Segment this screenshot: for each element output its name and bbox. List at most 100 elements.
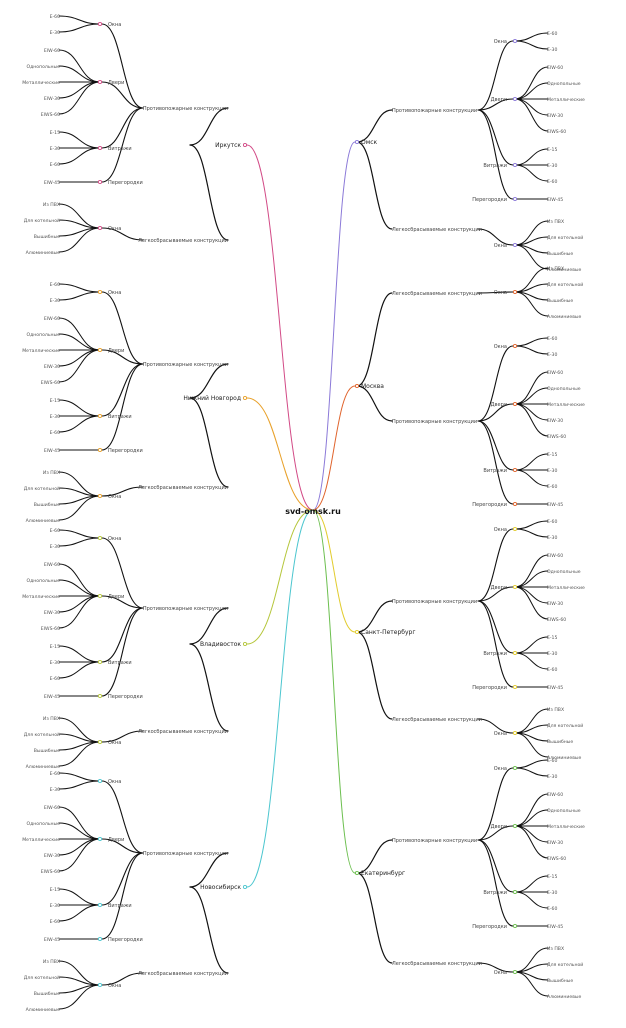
- leaf-e-30-москва[interactable]: E-30: [547, 468, 557, 474]
- leaf-металлические-нижний-новгород[interactable]: Металлические: [22, 348, 60, 354]
- fire-item-витражи-санкт-петербург[interactable]: Витражи: [483, 651, 507, 657]
- leaf-e-60-москва[interactable]: E-60: [547, 484, 557, 490]
- leaf-для-котельной-иркутск[interactable]: Для котельной: [24, 217, 60, 224]
- city-node-новосибирск[interactable]: Новосибирск: [200, 884, 241, 891]
- blast-group-владивосток[interactable]: Легкосбрасываемые конструкции: [138, 729, 228, 735]
- leaf-e-60-санкт-петербург[interactable]: E-60: [547, 667, 557, 673]
- blast-group-москва[interactable]: Легкосбрасываемые конструкции: [392, 291, 482, 297]
- leaf-e-15-новосибирск[interactable]: E-15: [50, 887, 60, 893]
- leaf-eiw-45-москва[interactable]: EIW-45: [547, 502, 563, 508]
- leaf-e-30-екатеринбург[interactable]: E-30: [547, 774, 557, 780]
- leaf-e-30-новосибирск[interactable]: E-30: [50, 787, 60, 793]
- leaf-вышибные-новосибирск[interactable]: Вышибные: [34, 991, 60, 997]
- leaf-e-15-омск[interactable]: E-15: [547, 147, 557, 153]
- fire-item-двери-иркутск[interactable]: Двери: [108, 80, 124, 86]
- blast-item-окна-новосибирск[interactable]: Окна: [108, 983, 121, 989]
- leaf-eiw-60-иркутск[interactable]: EIW-60: [44, 48, 60, 54]
- fire-item-двери-санкт-петербург[interactable]: Двери: [491, 585, 507, 591]
- leaf-из-пвх-екатеринбург[interactable]: Из ПВХ: [547, 946, 564, 952]
- fire-group-москва[interactable]: Противопожарные конструкции: [392, 419, 477, 425]
- leaf-для-котельной-омск[interactable]: Для котельной: [547, 234, 583, 241]
- fire-item-перегородки-екатеринбург[interactable]: Перегородки: [472, 924, 507, 930]
- leaf-e-60-москва[interactable]: E-60: [547, 336, 557, 342]
- fire-group-иркутск[interactable]: Противопожарные конструкции: [143, 106, 228, 112]
- blast-group-омск[interactable]: Легкосбрасываемые конструкции: [392, 227, 482, 233]
- leaf-алюминиевые-москва[interactable]: Алюминиевые: [547, 314, 582, 320]
- city-node-санкт-петербург[interactable]: Санкт-Петербург: [361, 629, 415, 636]
- fire-item-окна-нижний-новгород[interactable]: Окна: [108, 290, 121, 296]
- leaf-из-пвх-иркутск[interactable]: Из ПВХ: [43, 202, 60, 208]
- fire-item-двери-владивосток[interactable]: Двери: [108, 594, 124, 600]
- city-node-иркутск[interactable]: Иркутск: [215, 142, 241, 149]
- fire-group-омск[interactable]: Противопожарные конструкции: [392, 108, 477, 114]
- leaf-e-15-москва[interactable]: E-15: [547, 452, 557, 458]
- leaf-однопольные-нижний-новгород[interactable]: Однопольные: [26, 332, 60, 338]
- fire-item-перегородки-нижний-новгород[interactable]: Перегородки: [108, 448, 143, 454]
- blast-group-иркутск[interactable]: Легкосбрасываемые конструкции: [138, 238, 228, 244]
- blast-item-окна-нижний-новгород[interactable]: Окна: [108, 494, 121, 500]
- leaf-e-30-иркутск[interactable]: E-30: [50, 146, 60, 152]
- leaf-однопольные-омск[interactable]: Однопольные: [547, 81, 581, 87]
- leaf-e-15-нижний-новгород[interactable]: E-15: [50, 398, 60, 404]
- leaf-металлические-иркутск[interactable]: Металлические: [22, 80, 60, 86]
- leaf-вышибные-екатеринбург[interactable]: Вышибные: [547, 978, 573, 984]
- leaf-e-30-москва[interactable]: E-30: [547, 352, 557, 358]
- fire-item-перегородки-омск[interactable]: Перегородки: [472, 197, 507, 203]
- leaf-eiws-60-владивосток[interactable]: EIWS-60: [41, 626, 60, 632]
- leaf-однопольные-владивосток[interactable]: Однопольные: [26, 578, 60, 584]
- blast-group-екатеринбург[interactable]: Легкосбрасываемые конструкции: [392, 961, 482, 967]
- leaf-eiw-30-омск[interactable]: EIW-30: [547, 113, 563, 119]
- fire-item-окна-иркутск[interactable]: Окна: [108, 22, 121, 28]
- leaf-e-60-иркутск[interactable]: E-60: [50, 162, 60, 168]
- leaf-алюминиевые-санкт-петербург[interactable]: Алюминиевые: [547, 755, 582, 761]
- leaf-eiw-45-владивосток[interactable]: EIW-45: [44, 694, 60, 700]
- leaf-eiw-30-нижний-новгород[interactable]: EIW-30: [44, 364, 60, 370]
- leaf-e-30-нижний-новгород[interactable]: E-30: [50, 414, 60, 420]
- city-node-екатеринбург[interactable]: Екатеринбург: [361, 870, 405, 877]
- fire-item-перегородки-санкт-петербург[interactable]: Перегородки: [472, 685, 507, 691]
- leaf-eiws-60-санкт-петербург[interactable]: EIWS-60: [547, 617, 566, 623]
- fire-item-двери-нижний-новгород[interactable]: Двери: [108, 348, 124, 354]
- fire-item-витражи-нижний-новгород[interactable]: Витражи: [108, 414, 132, 420]
- leaf-e-30-екатеринбург[interactable]: E-30: [547, 890, 557, 896]
- leaf-eiw-60-екатеринбург[interactable]: EIW-60: [547, 792, 563, 798]
- leaf-из-пвх-новосибирск[interactable]: Из ПВХ: [43, 959, 60, 965]
- leaf-для-котельной-екатеринбург[interactable]: Для котельной: [547, 961, 583, 968]
- leaf-eiw-45-санкт-петербург[interactable]: EIW-45: [547, 685, 563, 691]
- fire-item-окна-омск[interactable]: Окна: [494, 39, 507, 45]
- leaf-eiw-45-новосибирск[interactable]: EIW-45: [44, 937, 60, 943]
- fire-item-двери-новосибирск[interactable]: Двери: [108, 837, 124, 843]
- blast-group-санкт-петербург[interactable]: Легкосбрасываемые конструкции: [392, 717, 482, 723]
- leaf-однопольные-иркутск[interactable]: Однопольные: [26, 64, 60, 70]
- fire-item-окна-санкт-петербург[interactable]: Окна: [494, 527, 507, 533]
- leaf-вышибные-санкт-петербург[interactable]: Вышибные: [547, 739, 573, 745]
- leaf-из-пвх-владивосток[interactable]: Из ПВХ: [43, 716, 60, 722]
- leaf-вышибные-москва[interactable]: Вышибные: [547, 298, 573, 304]
- fire-group-владивосток[interactable]: Противопожарные конструкции: [143, 606, 228, 612]
- fire-item-двери-екатеринбург[interactable]: Двери: [491, 824, 507, 830]
- leaf-eiw-60-новосибирск[interactable]: EIW-60: [44, 805, 60, 811]
- leaf-вышибные-владивосток[interactable]: Вышибные: [34, 748, 60, 754]
- leaf-e-60-новосибирск[interactable]: E-60: [50, 919, 60, 925]
- leaf-из-пвх-нижний-новгород[interactable]: Из ПВХ: [43, 470, 60, 476]
- leaf-e-30-омск[interactable]: E-30: [547, 163, 557, 169]
- fire-item-перегородки-москва[interactable]: Перегородки: [472, 502, 507, 508]
- leaf-eiw-60-владивосток[interactable]: EIW-60: [44, 562, 60, 568]
- leaf-алюминиевые-новосибирск[interactable]: Алюминиевые: [26, 1007, 61, 1013]
- leaf-eiw-60-нижний-новгород[interactable]: EIW-60: [44, 316, 60, 322]
- leaf-e-60-владивосток[interactable]: E-60: [50, 528, 60, 534]
- fire-item-витражи-москва[interactable]: Витражи: [483, 468, 507, 474]
- leaf-для-котельной-нижний-новгород[interactable]: Для котельной: [24, 485, 60, 492]
- fire-group-нижний-новгород[interactable]: Противопожарные конструкции: [143, 362, 228, 368]
- leaf-e-60-санкт-петербург[interactable]: E-60: [547, 519, 557, 525]
- leaf-однопольные-москва[interactable]: Однопольные: [547, 386, 581, 392]
- leaf-eiws-60-иркутск[interactable]: EIWS-60: [41, 112, 60, 118]
- leaf-eiw-30-новосибирск[interactable]: EIW-30: [44, 853, 60, 859]
- leaf-e-30-омск[interactable]: E-30: [547, 47, 557, 53]
- blast-item-окна-москва[interactable]: Окна: [494, 290, 507, 296]
- leaf-металлические-москва[interactable]: Металлические: [547, 402, 585, 408]
- leaf-однопольные-новосибирск[interactable]: Однопольные: [26, 821, 60, 827]
- leaf-e-30-иркутск[interactable]: E-30: [50, 30, 60, 36]
- leaf-eiw-60-санкт-петербург[interactable]: EIW-60: [547, 553, 563, 559]
- leaf-металлические-новосибирск[interactable]: Металлические: [22, 837, 60, 843]
